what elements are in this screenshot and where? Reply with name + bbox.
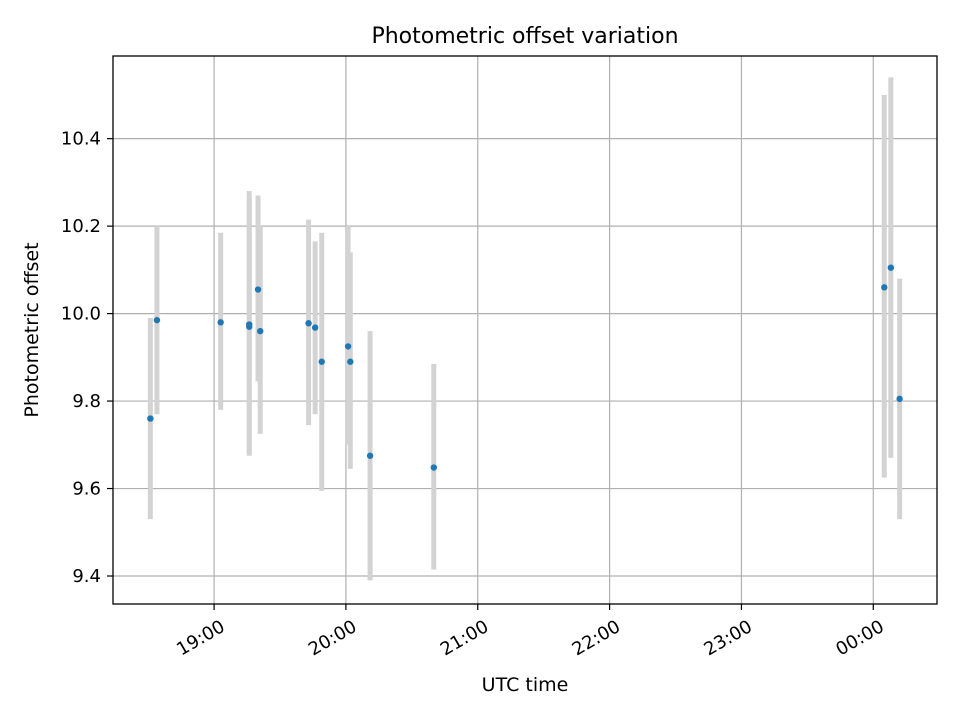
x-tick-labels: 19:00 20:00 21:00 22:00 23:00 00:00 [173, 616, 888, 660]
grid [113, 56, 937, 604]
y-axis-label: Photometric offset [21, 242, 43, 417]
data-point [217, 319, 224, 326]
y-tick-labels: 9.4 9.6 9.8 10.0 10.2 10.4 [61, 129, 101, 587]
data-point [254, 286, 262, 293]
data-point [311, 324, 319, 331]
data-point [147, 415, 154, 422]
plot-frame [112, 55, 938, 605]
y-tick-label: 9.6 [72, 479, 101, 500]
data-point [366, 452, 374, 459]
x-tick-label: 19:00 [173, 616, 228, 660]
data-point [246, 323, 253, 330]
data-point [257, 327, 264, 335]
data-point [347, 358, 354, 365]
tick-marks [107, 138, 874, 610]
x-tick-label: 23:00 [701, 616, 756, 660]
y-tick-label: 10.0 [61, 304, 101, 325]
x-axis-label: UTC time [482, 674, 569, 696]
data-point [153, 316, 161, 324]
error-bars [147, 77, 903, 581]
data-point [305, 320, 312, 327]
x-tick-label: 00:00 [832, 616, 887, 660]
x-tick-label: 21:00 [437, 616, 492, 660]
y-tick-label: 9.4 [72, 566, 101, 587]
y-tick-label: 10.4 [61, 129, 101, 150]
data-points [147, 264, 903, 471]
data-point [881, 284, 888, 291]
data-point [430, 464, 438, 471]
y-tick-label: 9.8 [72, 391, 101, 412]
data-point [344, 343, 352, 350]
chart-title: Photometric offset variation [371, 24, 678, 49]
data-point [887, 264, 895, 271]
y-tick-label: 10.2 [61, 216, 101, 237]
data-point [896, 395, 903, 403]
x-tick-label: 20:00 [305, 616, 360, 660]
data-point [318, 358, 325, 365]
x-tick-label: 22:00 [569, 616, 624, 660]
